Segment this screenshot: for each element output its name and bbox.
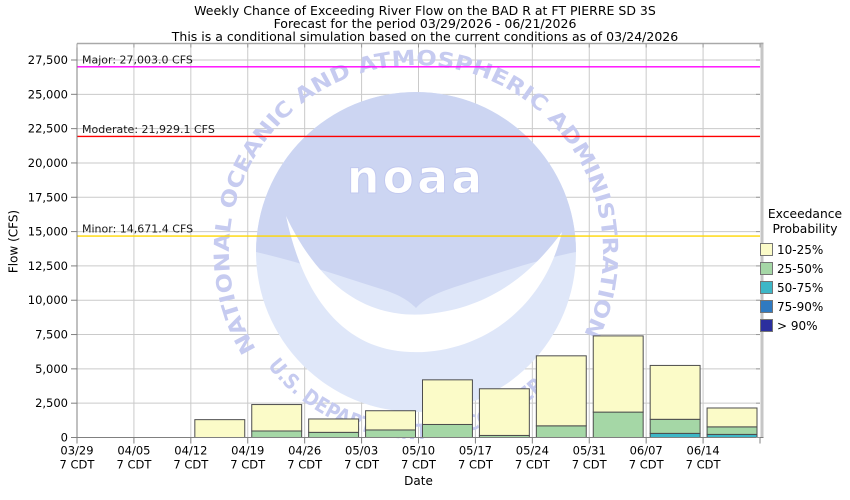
x-tick-label: 05/17 [459,444,492,458]
legend-item-25-50: 25-50% [760,262,850,275]
legend-title-line2: Probability [772,222,838,236]
legend-item-75-90: 75-90% [760,300,850,313]
bar-segment [649,418,701,434]
bar-segment [478,388,530,436]
threshold-label-major: Major: 27,003.0 CFS [82,53,193,66]
x-axis-label: Date [404,474,433,488]
legend-swatch-75-90 [760,300,773,313]
bar-segment [592,335,644,413]
x-tick-sublabel: 7 CDT [401,458,437,472]
legend-swatch-gt-90 [760,319,773,332]
legend-swatch-10-25 [760,243,773,256]
bar-segment [592,411,644,439]
y-axis-label: Flow (CFS) [6,209,21,274]
legend-title-line1: Exceedance [767,207,843,221]
bar-segment [535,425,587,438]
flood-threshold-lines: Major: 27,003.0 CFS Moderate: 21,929.1 CF… [77,53,760,237]
x-tick-sublabel: 7 CDT [116,458,152,472]
watermark-upper-cap [256,92,576,308]
threshold-label-moderate: Moderate: 21,929.1 CFS [82,123,215,136]
x-tick-label: 04/19 [231,444,264,458]
bar-segment [365,410,417,431]
bar-segment [706,407,758,428]
axes: 0 2,500 5,000 7,500 10,000 12,500 15,000 17,500… [28,42,764,472]
chart-note: This is a conditional simulation based o… [171,29,679,44]
bar-segment [535,355,587,427]
x-tick-label: 03/29 [60,444,93,458]
x-tick-label: 05/10 [402,444,435,458]
legend-item-10-25: 10-25% [760,243,850,256]
legend-swatch-50-75 [760,281,773,294]
legend-label: 75-90% [777,299,824,314]
bar-segment [649,364,701,420]
y-tick-label: 5,000 [35,362,68,376]
x-tick-label: 06/07 [630,444,663,458]
y-tick-label: 15,000 [28,225,68,239]
x-tick-label: 05/03 [345,444,378,458]
bar-segment [251,430,303,439]
x-tick-label: 06/14 [687,444,720,458]
y-tick-label: 10,000 [28,293,68,307]
y-tick-label: 20,000 [28,156,68,170]
bar-segment [706,426,758,435]
x-tick-label: 05/24 [516,444,549,458]
chart-title: Weekly Chance of Exceeding River Flow on… [194,3,656,18]
y-tick-label: 27,500 [28,53,68,67]
x-tick-sublabel: 7 CDT [60,458,96,472]
y-tick-label: 22,500 [28,122,68,136]
bar-segment [422,379,473,425]
x-tick-label: 04/26 [288,444,321,458]
x-tick-sublabel: 7 CDT [344,458,380,472]
x-tick-sublabel: 7 CDT [287,458,323,472]
legend-label: 10-25% [777,242,824,257]
threshold-label-minor: Minor: 14,671.4 CFS [82,223,193,236]
exceedance-probability-legend: Exceedance Probability 10-25% 25-50% 50-… [760,207,850,332]
probability-bars [194,335,758,439]
legend-label: 25-50% [777,261,824,276]
x-tick-label: 05/31 [573,444,606,458]
x-tick-sublabel: 7 CDT [230,458,266,472]
legend-swatch-25-50 [760,262,773,275]
bar-segment [251,404,303,432]
watermark-noaa-text: noaa [347,150,485,204]
watermark-bird-icon [286,216,562,353]
bar-segment [649,432,701,438]
y-tick-label: 17,500 [28,190,68,204]
chart-subtitle: Forecast for the period 03/29/2026 - 06/… [273,16,577,31]
y-tick-label: 0 [61,431,68,445]
bar-segment [308,418,360,433]
x-tick-sublabel: 7 CDT [173,458,209,472]
x-tick-label: 04/12 [174,444,207,458]
x-tick-sublabel: 7 CDT [686,458,722,472]
y-tick-label: 12,500 [28,259,68,273]
bar-segment [308,431,360,438]
bar-segment [194,419,246,438]
x-tick-sublabel: 7 CDT [515,458,551,472]
x-tick-sublabel: 7 CDT [572,458,608,472]
x-tick-sublabel: 7 CDT [629,458,665,472]
y-tick-label: 25,000 [28,87,68,101]
legend-item-50-75: 50-75% [760,281,850,294]
x-tick-sublabel: 7 CDT [458,458,494,472]
bar-segment [422,423,473,438]
legend-label: 50-75% [777,280,824,295]
legend-label: > 90% [777,318,818,333]
x-tick-label: 04/05 [117,444,150,458]
y-tick-label: 2,500 [35,396,68,410]
legend-item-gt-90: > 90% [760,319,850,332]
y-tick-label: 7,500 [35,328,68,342]
bar-segment [365,429,417,439]
